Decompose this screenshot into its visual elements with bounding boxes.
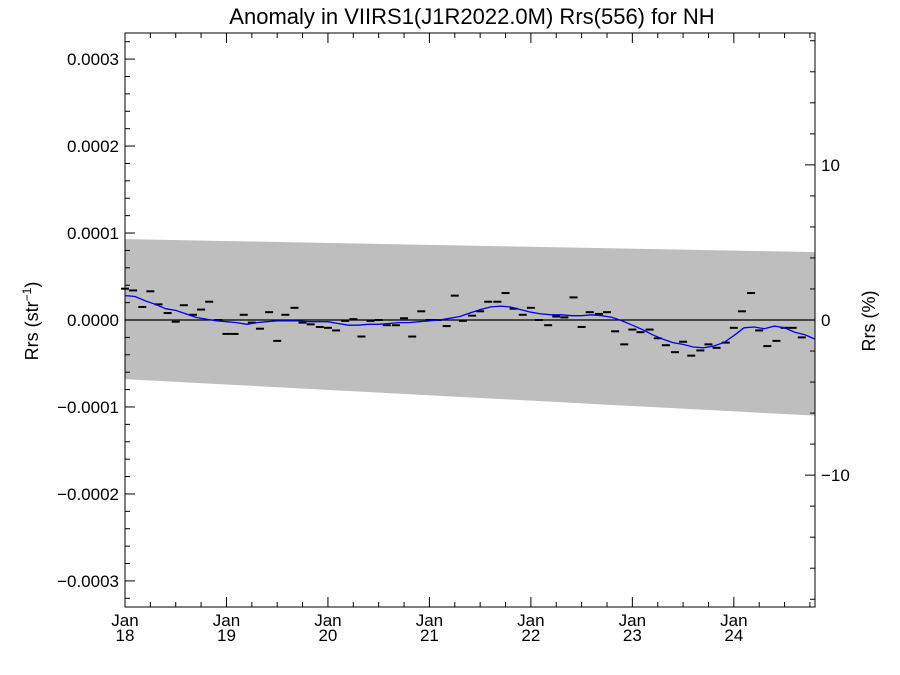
left-axis-label-sup: −1: [20, 287, 34, 301]
left-axis-label: Rrs (str−1): [20, 282, 42, 361]
x-tick-label-year: 22: [521, 626, 540, 645]
right-tick-label: 10: [821, 156, 840, 175]
left-axis-label-base: Rrs (str: [22, 301, 42, 360]
right-tick-label: 0: [821, 311, 830, 330]
x-tick-label-year: 23: [623, 626, 642, 645]
x-tick-label-year: 21: [420, 626, 439, 645]
x-tick-label-month: Jan: [517, 611, 544, 630]
right-axis-ticks: 10 0 −10: [805, 40, 850, 600]
left-tick-label: 0.0001: [67, 224, 119, 243]
x-tick-label-year: 24: [724, 626, 743, 645]
x-tick-label-month: Jan: [416, 611, 443, 630]
left-tick-label: 0.0002: [67, 137, 119, 156]
left-tick-label: −0.0001: [57, 398, 119, 417]
left-tick-label: 0.0000: [67, 311, 119, 330]
left-axis-ticks: 0.0003 0.0002 0.0001 0.0000 −0.0001 −0.0002 −0…: [57, 41, 135, 599]
x-tick-label-month: Jan: [213, 611, 240, 630]
left-tick-label: −0.0003: [57, 572, 119, 591]
right-axis-label: Rrs (%): [859, 291, 879, 352]
smoothed-line: [124, 294, 816, 349]
chart-title: Anomaly in VIIRS1(J1R2022.0M) Rrs(556) f…: [229, 4, 714, 29]
left-tick-label: 0.0003: [67, 50, 119, 69]
x-tick-label-year: 20: [318, 626, 337, 645]
smoothed-series: [124, 294, 816, 349]
x-tick-label-month: Jan: [111, 611, 138, 630]
x-tick-label-year: 19: [217, 626, 236, 645]
left-axis-label-tail: ): [22, 282, 42, 288]
x-tick-label-year: 18: [116, 626, 135, 645]
left-tick-label: −0.0002: [57, 485, 119, 504]
right-tick-label: −10: [821, 466, 850, 485]
uncertainty-band: [125, 239, 815, 416]
x-tick-label-month: Jan: [720, 611, 747, 630]
x-tick-label-month: Jan: [314, 611, 341, 630]
x-tick-label-month: Jan: [619, 611, 646, 630]
band-area: [125, 239, 815, 416]
